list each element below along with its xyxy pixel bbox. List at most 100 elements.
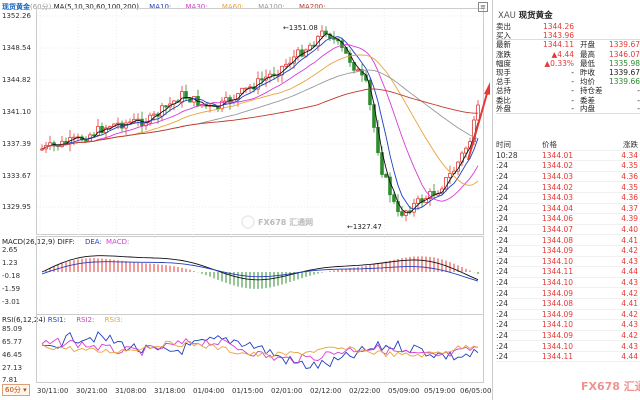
tick-row: :24 1344.02 4.35 xyxy=(496,161,640,172)
candle-body xyxy=(260,78,264,81)
tick-row: :24 1344.11 4.44 xyxy=(496,352,640,363)
open-label: 开盘 xyxy=(580,40,595,50)
tick-price: 1344.10 xyxy=(542,341,574,351)
tick-change: 4.36 xyxy=(621,172,638,182)
price-panel-header: 现货黄金(60分) MA(5,10,30,60,100,200) MA10: M… xyxy=(2,2,326,12)
high-value: 1346.07 xyxy=(608,49,640,59)
hold-row: 总持 - 持仓差 - xyxy=(496,86,640,95)
quote-grid: 卖出 1344.26 买入 1343.96 最新 1344.11 开盘 1339… xyxy=(496,22,640,114)
tick-price: 1344.10 xyxy=(542,320,574,330)
candle-body xyxy=(392,194,396,202)
tick-change: 4.41 xyxy=(621,299,638,309)
tick-change: 4.40 xyxy=(621,225,638,235)
ma200-label: MA200: xyxy=(298,3,326,11)
tick-row: :24 1344.03 4.36 xyxy=(496,193,640,204)
volume-value: - xyxy=(571,68,574,78)
candle-body xyxy=(356,69,360,72)
tick-price: 1344.11 xyxy=(542,267,574,277)
tick-change: 4.42 xyxy=(621,330,638,340)
candle-body xyxy=(40,148,44,151)
total-value: - xyxy=(571,77,574,87)
tick-row: :24 1344.10 4.43 xyxy=(496,320,640,331)
period-selector-button[interactable]: 60分 ▾ xyxy=(2,384,30,396)
macd-value-label: MACD: xyxy=(106,238,130,246)
candle-body xyxy=(444,177,448,190)
tick-price: 1344.10 xyxy=(542,278,574,288)
tick-row: :24 1344.02 4.35 xyxy=(496,182,640,193)
candle-body xyxy=(184,91,188,99)
tick-time: :24 xyxy=(496,309,509,319)
tick-row: :24 1344.09 4.42 xyxy=(496,310,640,321)
rsi-ytick: 46.45 xyxy=(2,351,23,359)
tick-time: :24 xyxy=(496,172,509,182)
high-marker: ←1351.08 xyxy=(283,24,318,32)
tick-change: 4.34 xyxy=(621,150,638,160)
chart-settings-icon[interactable]: ≡ xyxy=(478,2,488,12)
candle-body xyxy=(376,127,380,154)
kline-plot[interactable]: FX678 汇通网 ←1351.08 ←1327.47 xyxy=(0,0,490,400)
rsi-ytick: 27.13 xyxy=(2,364,23,372)
rsi1-label: RSI1: xyxy=(47,316,66,324)
tick-header-time: 时间 xyxy=(496,140,511,150)
macd-ytick: 1.23 xyxy=(2,259,18,267)
tick-row: :24 1344.09 4.42 xyxy=(496,288,640,299)
watermark-logo-icon xyxy=(241,215,255,229)
tick-price: 1344.09 xyxy=(542,288,574,298)
x-axis-date: 30/11:00 xyxy=(37,387,69,395)
buy-value: 1343.96 xyxy=(542,30,574,40)
price-ytick: 1329.95 xyxy=(2,203,31,211)
candle-body xyxy=(100,126,104,133)
instrument-name: 现货黄金 xyxy=(2,3,30,11)
ma200-line xyxy=(41,88,478,150)
change-number: 4.44 xyxy=(557,49,574,59)
candle-body xyxy=(120,122,124,129)
rsi-ytick: 85.09 xyxy=(2,325,23,333)
macd-diff-line xyxy=(41,255,479,281)
tick-time: :24 xyxy=(496,193,509,203)
tick-price: 1344.07 xyxy=(542,225,574,235)
period-label: (60分) xyxy=(30,3,52,11)
rsi3-line xyxy=(41,340,479,358)
candle-body xyxy=(128,121,132,124)
annotation-arrow-icon xyxy=(467,82,490,161)
outer-value: - xyxy=(571,104,574,114)
x-axis-date: 01/15:00 xyxy=(232,387,264,395)
pct-row: 幅度 ▲0.33% 最低 1335.98 xyxy=(496,59,640,68)
candle-body xyxy=(332,37,336,40)
kline-chart-area[interactable]: 现货黄金(60分) MA(5,10,30,60,100,200) MA10: M… xyxy=(0,0,492,400)
candle-body xyxy=(404,210,408,216)
volume-row: 现手 - 昨收 1339.67 xyxy=(496,68,640,77)
macd-ytick: -3.01 xyxy=(2,298,21,306)
candle-body xyxy=(464,147,468,154)
tick-price: 1344.04 xyxy=(542,203,574,213)
ma10-label: MA10: xyxy=(149,3,172,11)
candle-body xyxy=(284,63,288,67)
tick-change: 4.35 xyxy=(621,182,638,192)
prev-close-value: 1339.67 xyxy=(608,68,640,78)
outer-row: 外盘 - 内盘 - xyxy=(496,104,640,114)
tick-change: 4.44 xyxy=(621,352,638,362)
x-axis-date: 01/04:00 xyxy=(193,387,225,395)
x-axis-date: 06/05:00 xyxy=(460,387,492,395)
tick-time: :24 xyxy=(496,256,509,266)
tick-time: :24 xyxy=(496,278,509,288)
ma5-line xyxy=(41,33,479,214)
candle-body xyxy=(448,173,452,178)
quote-panel: XAU 现货黄金 卖出 1344.26 买入 1343.96 最新 1344.1… xyxy=(492,0,640,400)
rsi-ytick: 7.81 xyxy=(2,376,18,384)
hold-value: - xyxy=(571,86,574,96)
tick-price: 1344.09 xyxy=(542,309,574,319)
tick-list[interactable]: 时间 价格 涨跌 10:28 1344.01 4.34:24 1344.02 4.35:… xyxy=(496,140,640,363)
price-ytick: 1337.39 xyxy=(2,140,31,148)
pct-value: ▲0.33% xyxy=(544,58,574,68)
corner-watermark: FX678 汇通网 xyxy=(581,380,640,393)
low-label: 最低 xyxy=(580,58,595,68)
macd-panel-header: MACD(26,12,9) DIFF: DEA: MACD: xyxy=(2,238,129,246)
ratio-value: - xyxy=(571,95,574,105)
tick-price: 1344.01 xyxy=(542,150,574,160)
tick-change: 4.42 xyxy=(621,309,638,319)
macd-dea-label: DEA: xyxy=(84,238,102,246)
tick-list-header: 时间 价格 涨跌 xyxy=(496,140,640,151)
macd-ytick: 2.65 xyxy=(2,246,18,254)
ma100-label: MA100: xyxy=(258,3,285,11)
